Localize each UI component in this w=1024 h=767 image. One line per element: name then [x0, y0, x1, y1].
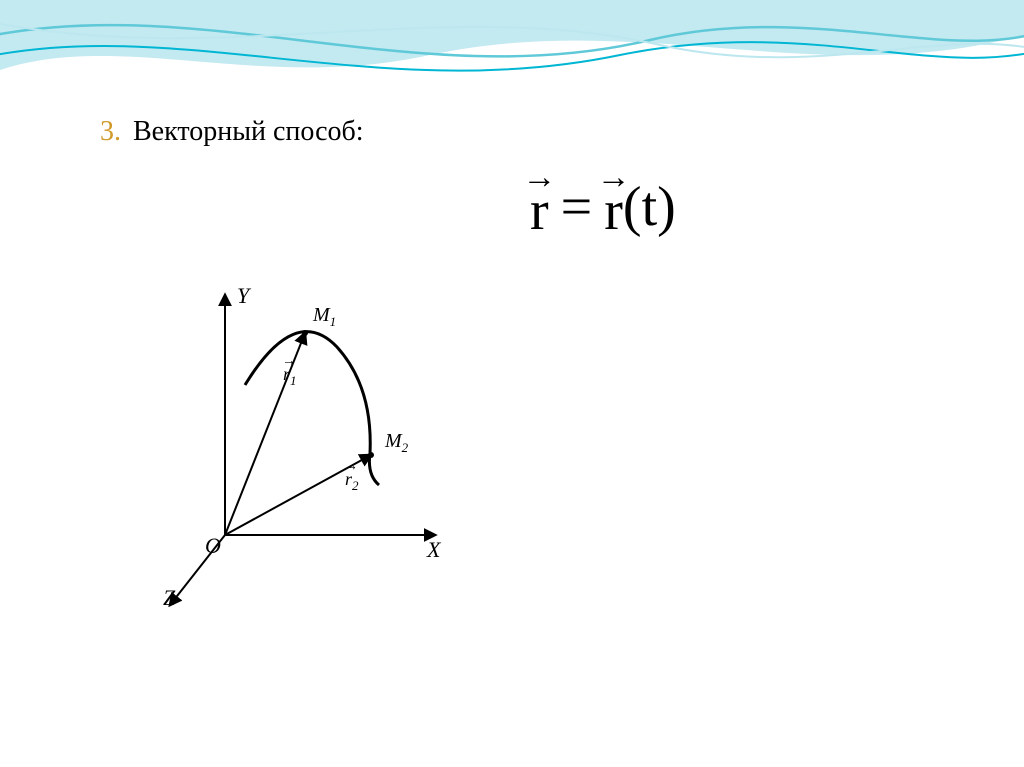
axis-z-label: Z	[163, 585, 176, 610]
equation-arg: t	[642, 175, 658, 239]
point-m1	[302, 330, 308, 336]
point-m2	[368, 452, 374, 458]
equation-equals: =	[561, 175, 593, 239]
wave-header	[0, 0, 1024, 120]
label-r1-arrow-icon: →	[282, 354, 296, 369]
origin-label: O	[205, 533, 221, 558]
title-text: Векторный способ:	[133, 116, 364, 148]
vector-arrow-icon: →	[597, 161, 631, 195]
axis-x-label: X	[426, 537, 442, 562]
equation-lhs: → r	[530, 183, 549, 239]
wave-fill-light	[0, 0, 1024, 70]
vector-diagram: YXZOM1M2r1→r2→	[155, 275, 455, 625]
vector-arrow-icon: →	[522, 161, 556, 195]
equation-arg-close: )	[657, 175, 676, 239]
label-m2: M2	[384, 430, 409, 455]
label-r2-arrow-icon: →	[344, 459, 358, 474]
vector-diagram-svg: YXZOM1M2r1→r2→	[155, 275, 455, 625]
axis-y-label: Y	[237, 283, 252, 308]
slide: 3. Векторный способ: → r = → r ( t ) Y X Z…	[0, 0, 1024, 767]
list-number: 3.	[100, 116, 121, 148]
label-m1: M1	[312, 304, 336, 329]
equation: → r = → r ( t )	[530, 175, 676, 239]
equation-rhs-var: → r	[604, 183, 623, 239]
title-row: 3. Векторный способ:	[100, 116, 364, 148]
